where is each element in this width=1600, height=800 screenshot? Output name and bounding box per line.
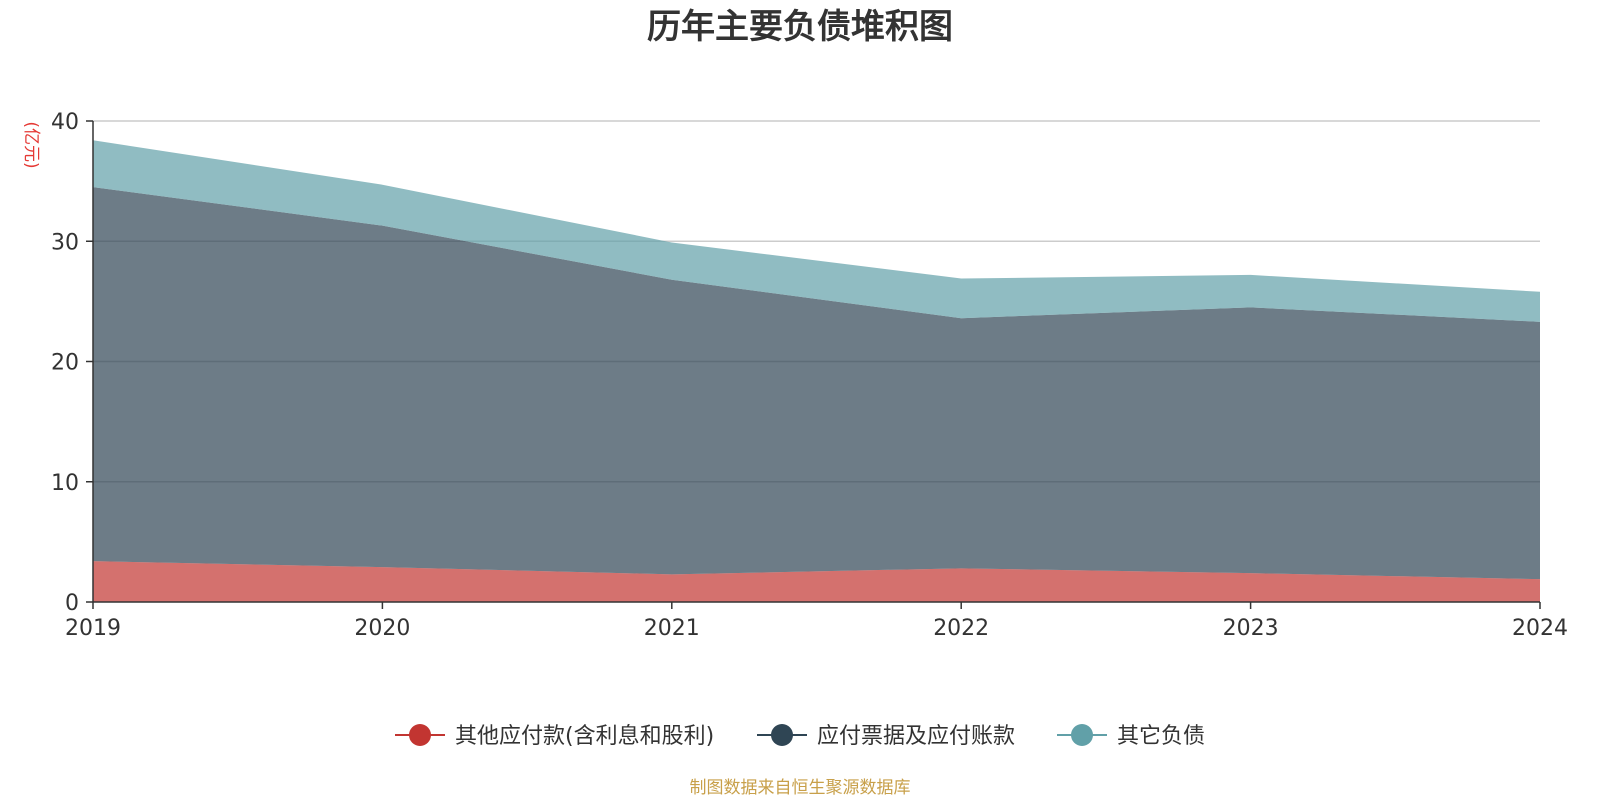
x-tick-label-2: 2021 [644, 616, 700, 641]
x-tick-label-5: 2024 [1512, 616, 1568, 641]
legend-label-2: 其它负债 [1117, 724, 1205, 749]
area-series-2[interactable] [93, 140, 1540, 322]
source-note: 制图数据来自恒生聚源数据库 [690, 778, 911, 798]
x-tick-label-1: 2020 [354, 616, 410, 641]
area-series-0[interactable] [93, 561, 1540, 602]
legend-item-0[interactable]: 其他应付款(含利息和股利) [395, 724, 714, 749]
legend-label-1: 应付票据及应付账款 [817, 724, 1015, 749]
chart-title: 历年主要负债堆积图 [647, 7, 953, 47]
legend-marker-1 [771, 724, 793, 746]
y-tick-label-0: 0 [65, 591, 79, 616]
x-tick-label-4: 2023 [1223, 616, 1279, 641]
x-tick-label-3: 2022 [933, 616, 989, 641]
legend-item-2[interactable]: 其它负债 [1057, 724, 1205, 749]
y-tick-label-4: 40 [51, 110, 79, 135]
area-series-1[interactable] [93, 187, 1540, 580]
legend-label-0: 其他应付款(含利息和股利) [455, 724, 714, 749]
y-tick-label-3: 30 [51, 230, 79, 255]
axes: 0 10 20 30 40 2019 2020 2021 2022 2023 2024 [51, 110, 1568, 641]
legend-marker-0 [409, 724, 431, 746]
legend-item-1[interactable]: 应付票据及应付账款 [757, 724, 1015, 749]
y-axis-unit-label: (亿元) [21, 121, 41, 168]
y-tick-label-2: 20 [51, 351, 79, 376]
y-tick-label-1: 10 [51, 471, 79, 496]
legend-marker-2 [1071, 724, 1093, 746]
area-series-group [93, 140, 1540, 602]
legend: 其他应付款(含利息和股利) 应付票据及应付账款 其它负债 [395, 724, 1205, 749]
x-tick-label-0: 2019 [65, 616, 121, 641]
